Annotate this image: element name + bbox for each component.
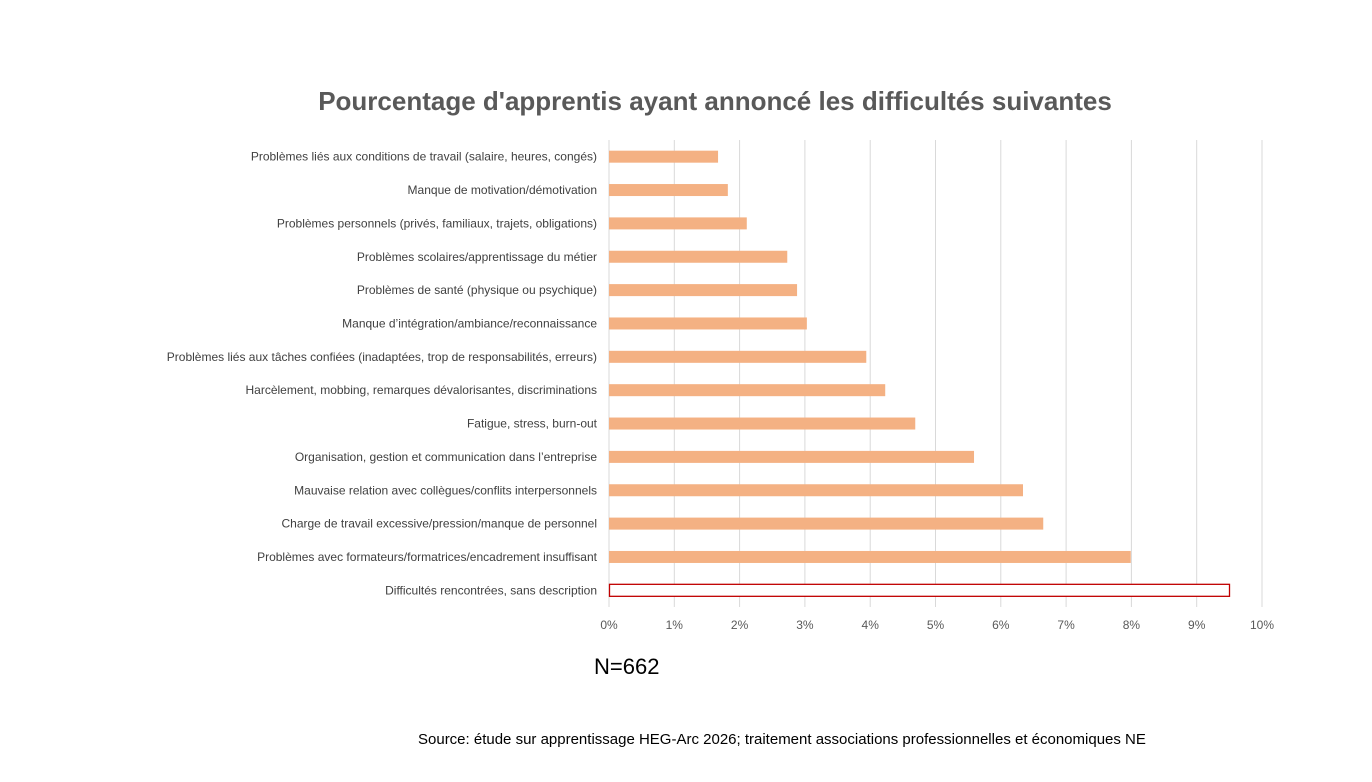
bar — [609, 184, 728, 197]
bar — [609, 384, 886, 397]
category-label: Mauvaise relation avec collègues/conflit… — [294, 483, 597, 497]
category-label: Problèmes liés aux conditions de travail… — [251, 150, 597, 164]
bar — [609, 517, 1044, 530]
bar — [609, 550, 1131, 563]
x-tick-label: 4% — [862, 618, 880, 632]
category-label: Problèmes avec formateurs/formatrices/en… — [257, 550, 598, 564]
category-label: Manque de motivation/démotivation — [408, 183, 597, 197]
bar — [609, 350, 867, 363]
sample-size: N=662 — [594, 654, 660, 679]
category-label: Charge de travail excessive/pression/man… — [281, 517, 597, 531]
category-label: Harcèlement, mobbing, remarques dévalori… — [246, 383, 598, 397]
category-label: Problèmes scolaires/apprentissage du mét… — [357, 250, 597, 264]
category-label: Difficultés rencontrées, sans descriptio… — [385, 583, 597, 597]
x-tick-label: 10% — [1250, 618, 1274, 632]
category-label: Problèmes liés aux tâches confiées (inad… — [167, 350, 597, 364]
category-label: Organisation, gestion et communication d… — [295, 450, 597, 464]
bar — [609, 417, 916, 430]
x-tick-label: 7% — [1057, 618, 1075, 632]
bar-highlighted — [608, 583, 1231, 597]
category-label: Manque d’intégration/ambiance/reconnaiss… — [342, 316, 597, 330]
category-label: Fatigue, stress, burn-out — [467, 417, 598, 431]
x-tick-label: 0% — [600, 618, 618, 632]
bar — [609, 284, 798, 297]
x-tick-label: 5% — [927, 618, 945, 632]
x-tick-label: 9% — [1188, 618, 1206, 632]
bar — [609, 217, 747, 230]
bar — [609, 317, 807, 330]
x-tick-label: 6% — [992, 618, 1010, 632]
bar — [609, 450, 975, 463]
category-label: Problèmes de santé (physique ou psychiqu… — [357, 283, 597, 297]
x-tick-label: 8% — [1123, 618, 1141, 632]
x-tick-label: 3% — [796, 618, 814, 632]
bar — [609, 250, 788, 263]
bar — [609, 484, 1024, 497]
x-tick-label: 2% — [731, 618, 749, 632]
category-label: Problèmes personnels (privés, familiaux,… — [277, 216, 597, 230]
chart-title: Pourcentage d'apprentis ayant annoncé le… — [318, 86, 1112, 116]
source-note: Source: étude sur apprentissage HEG-Arc … — [418, 731, 1146, 748]
bar — [609, 150, 719, 163]
x-tick-label: 1% — [666, 618, 684, 632]
